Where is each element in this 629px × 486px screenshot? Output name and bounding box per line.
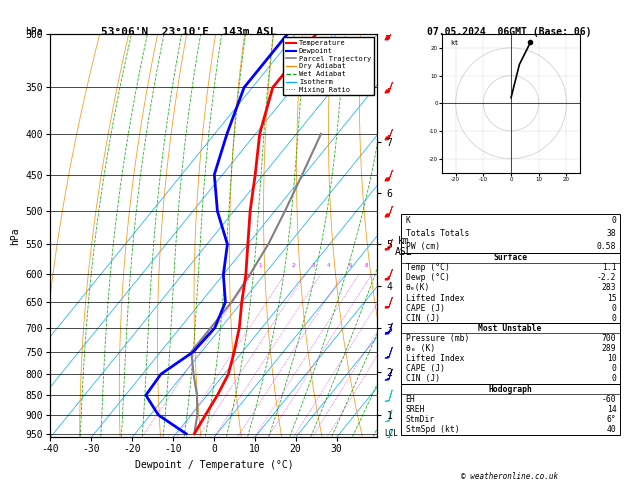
Text: 0: 0: [611, 364, 616, 373]
Text: CAPE (J): CAPE (J): [406, 304, 445, 312]
Text: 53°06'N  23°10'E  143m ASL: 53°06'N 23°10'E 143m ASL: [101, 27, 277, 37]
Text: θₑ(K): θₑ(K): [406, 283, 430, 293]
Text: Pressure (mb): Pressure (mb): [406, 334, 469, 343]
Text: 2: 2: [291, 262, 294, 268]
Text: Surface: Surface: [493, 253, 527, 262]
Text: PW (cm): PW (cm): [406, 242, 440, 251]
Text: Totals Totals: Totals Totals: [406, 229, 469, 238]
Text: 289: 289: [602, 344, 616, 353]
Text: © weatheronline.co.uk: © weatheronline.co.uk: [461, 472, 558, 481]
X-axis label: Dewpoint / Temperature (°C): Dewpoint / Temperature (°C): [135, 460, 293, 470]
Text: 1: 1: [258, 262, 262, 268]
Text: 6: 6: [348, 262, 352, 268]
Text: 10: 10: [606, 354, 616, 363]
Text: EH: EH: [406, 395, 416, 404]
Text: 0: 0: [611, 313, 616, 323]
Text: CIN (J): CIN (J): [406, 374, 440, 383]
Text: Dewp (°C): Dewp (°C): [406, 274, 450, 282]
Text: Most Unstable: Most Unstable: [479, 324, 542, 333]
Text: K: K: [406, 216, 411, 225]
Y-axis label: km
ASL: km ASL: [394, 236, 412, 257]
Text: 283: 283: [602, 283, 616, 293]
Text: 40: 40: [606, 425, 616, 434]
Text: 0.58: 0.58: [597, 242, 616, 251]
Text: CAPE (J): CAPE (J): [406, 364, 445, 373]
Text: 07.05.2024  06GMT (Base: 06): 07.05.2024 06GMT (Base: 06): [427, 27, 592, 37]
Text: StmDir: StmDir: [406, 415, 435, 424]
Text: StmSpd (kt): StmSpd (kt): [406, 425, 459, 434]
Text: kt: kt: [450, 39, 459, 46]
Text: 3: 3: [311, 262, 314, 268]
Y-axis label: hPa: hPa: [10, 227, 20, 244]
Text: 1.1: 1.1: [602, 263, 616, 272]
Text: hPa: hPa: [25, 27, 43, 37]
Text: Lifted Index: Lifted Index: [406, 294, 464, 302]
Legend: Temperature, Dewpoint, Parcel Trajectory, Dry Adiabat, Wet Adiabat, Isotherm, Mi: Temperature, Dewpoint, Parcel Trajectory…: [283, 37, 374, 95]
Text: 0: 0: [611, 216, 616, 225]
Text: CIN (J): CIN (J): [406, 313, 440, 323]
Text: 6°: 6°: [606, 415, 616, 424]
Text: -60: -60: [602, 395, 616, 404]
Text: 15: 15: [606, 294, 616, 302]
Text: 38: 38: [606, 229, 616, 238]
Text: 8: 8: [365, 262, 368, 268]
Text: θₑ (K): θₑ (K): [406, 344, 435, 353]
Text: 0: 0: [611, 304, 616, 312]
Text: Temp (°C): Temp (°C): [406, 263, 450, 272]
Text: 700: 700: [602, 334, 616, 343]
Text: Lifted Index: Lifted Index: [406, 354, 464, 363]
Text: -2.2: -2.2: [597, 274, 616, 282]
Text: 0: 0: [611, 374, 616, 383]
Text: LCL: LCL: [384, 429, 398, 438]
Text: 14: 14: [606, 405, 616, 414]
Text: SREH: SREH: [406, 405, 425, 414]
Text: Hodograph: Hodograph: [488, 384, 532, 394]
Text: 4: 4: [326, 262, 330, 268]
